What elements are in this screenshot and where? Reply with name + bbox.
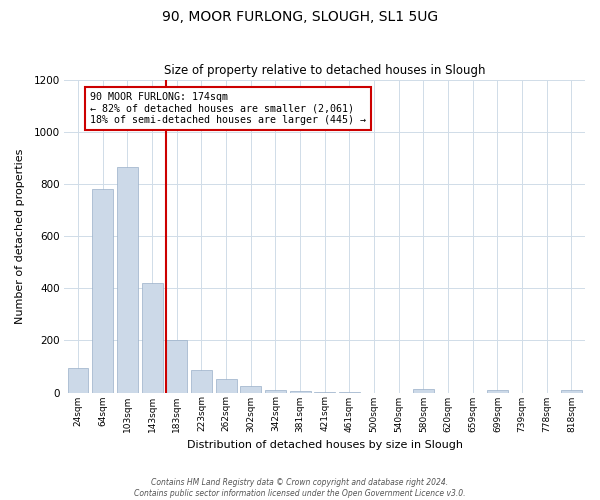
Bar xyxy=(117,167,138,392)
Bar xyxy=(240,386,261,392)
Text: 90, MOOR FURLONG, SLOUGH, SL1 5UG: 90, MOOR FURLONG, SLOUGH, SL1 5UG xyxy=(162,10,438,24)
Bar xyxy=(290,391,311,392)
Text: Contains HM Land Registry data © Crown copyright and database right 2024.
Contai: Contains HM Land Registry data © Crown c… xyxy=(134,478,466,498)
Bar xyxy=(166,340,187,392)
Title: Size of property relative to detached houses in Slough: Size of property relative to detached ho… xyxy=(164,64,485,77)
Bar xyxy=(487,390,508,392)
Bar xyxy=(561,390,582,392)
Bar xyxy=(413,390,434,392)
X-axis label: Distribution of detached houses by size in Slough: Distribution of detached houses by size … xyxy=(187,440,463,450)
Text: 90 MOOR FURLONG: 174sqm
← 82% of detached houses are smaller (2,061)
18% of semi: 90 MOOR FURLONG: 174sqm ← 82% of detache… xyxy=(91,92,367,125)
Bar xyxy=(142,283,163,393)
Bar xyxy=(191,370,212,392)
Y-axis label: Number of detached properties: Number of detached properties xyxy=(15,148,25,324)
Bar xyxy=(265,390,286,392)
Bar xyxy=(215,378,236,392)
Bar xyxy=(68,368,88,392)
Bar xyxy=(92,189,113,392)
